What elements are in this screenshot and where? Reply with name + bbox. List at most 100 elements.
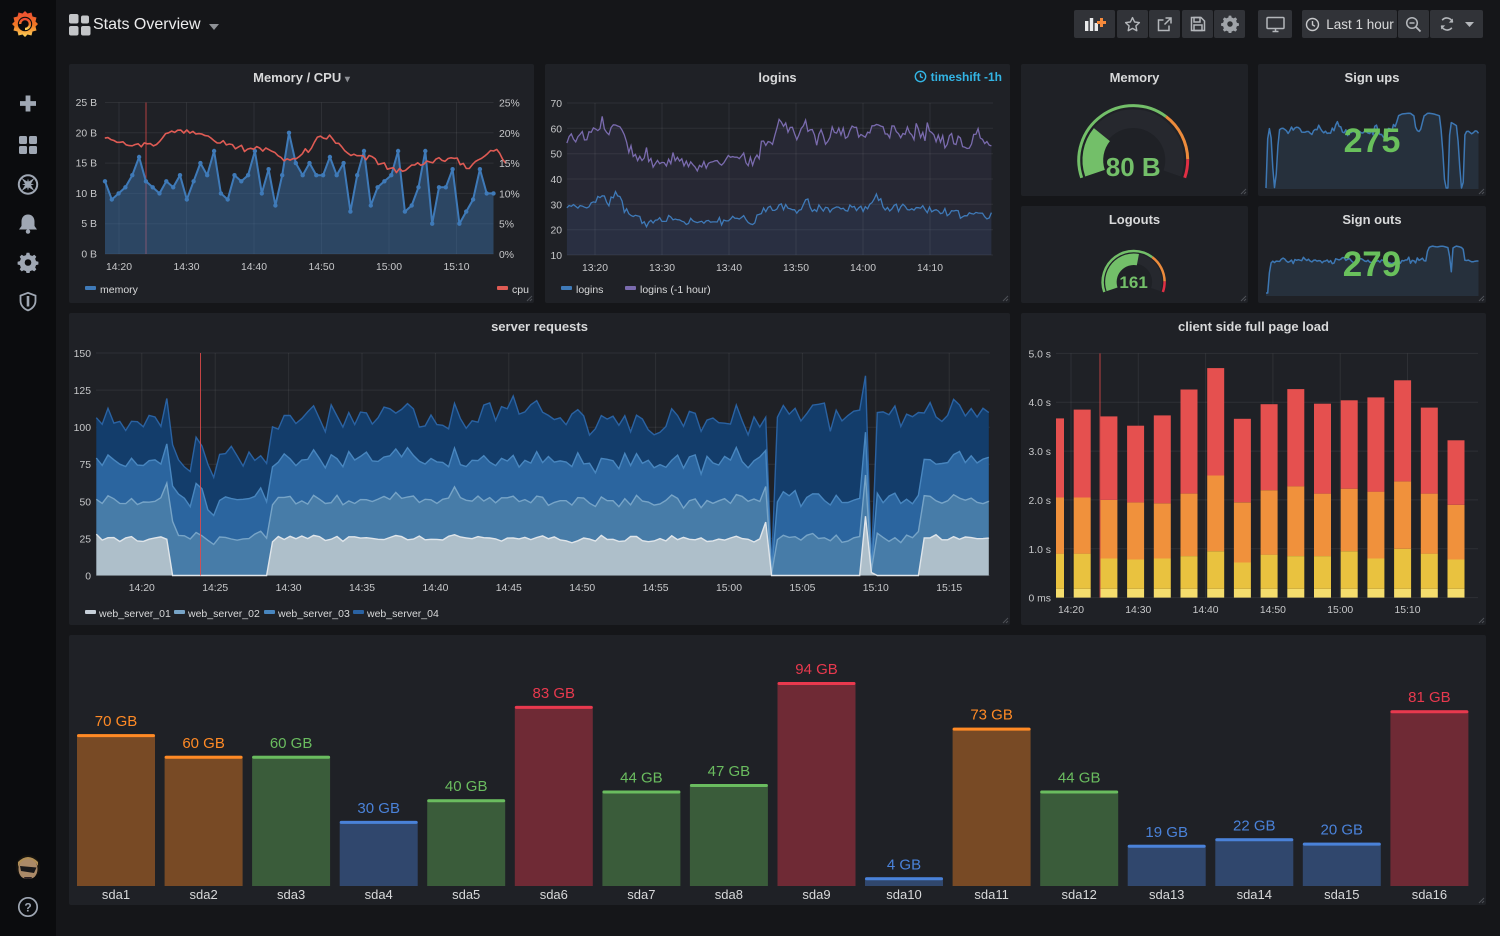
svg-text:sda3: sda3 <box>277 887 305 902</box>
svg-text:13:50: 13:50 <box>783 263 809 274</box>
svg-text:125: 125 <box>74 386 92 397</box>
svg-text:40: 40 <box>550 175 562 186</box>
svg-text:44 GB: 44 GB <box>620 770 663 787</box>
svg-text:sda16: sda16 <box>1412 887 1447 902</box>
svg-text:60 GB: 60 GB <box>270 735 313 752</box>
svg-text:15:15: 15:15 <box>936 583 962 594</box>
svg-text:70: 70 <box>550 99 562 110</box>
svg-text:0 B: 0 B <box>81 250 97 261</box>
svg-text:14:10: 14:10 <box>917 263 943 274</box>
svg-text:web_server_01: web_server_01 <box>98 608 171 620</box>
svg-text:13:20: 13:20 <box>582 263 608 274</box>
svg-text:60: 60 <box>550 124 562 135</box>
svg-text:10 B: 10 B <box>76 189 97 200</box>
svg-text:50: 50 <box>79 497 91 508</box>
svg-text:20: 20 <box>550 226 562 237</box>
svg-text:0%: 0% <box>499 250 514 261</box>
svg-text:73 GB: 73 GB <box>970 707 1013 724</box>
svg-text:sda7: sda7 <box>627 887 655 902</box>
svg-text:14:20: 14:20 <box>129 583 155 594</box>
svg-text:30: 30 <box>550 200 562 211</box>
svg-text:15:10: 15:10 <box>1394 605 1420 616</box>
svg-text:14:35: 14:35 <box>349 583 375 594</box>
svg-text:0: 0 <box>85 572 91 583</box>
svg-text:sda14: sda14 <box>1237 887 1272 902</box>
svg-text:15:05: 15:05 <box>789 583 815 594</box>
svg-text:20 GB: 20 GB <box>1321 822 1364 839</box>
svg-text:25: 25 <box>79 534 91 545</box>
svg-text:sda12: sda12 <box>1061 887 1096 902</box>
svg-text:20%: 20% <box>499 129 520 140</box>
svg-text:2.0 s: 2.0 s <box>1028 496 1051 507</box>
svg-text:?: ? <box>24 901 31 915</box>
svg-text:4.0 s: 4.0 s <box>1028 398 1051 409</box>
svg-text:14:45: 14:45 <box>496 583 522 594</box>
svg-text:40 GB: 40 GB <box>445 778 488 795</box>
svg-text:sda9: sda9 <box>802 887 830 902</box>
svg-text:14:20: 14:20 <box>106 262 132 273</box>
svg-text:14:30: 14:30 <box>1125 605 1151 616</box>
svg-text:14:40: 14:40 <box>1193 605 1219 616</box>
svg-text:14:50: 14:50 <box>1260 605 1286 616</box>
svg-text:sda13: sda13 <box>1149 887 1184 902</box>
svg-text:25 B: 25 B <box>76 98 97 109</box>
svg-text:94 GB: 94 GB <box>795 661 838 678</box>
svg-text:4 GB: 4 GB <box>887 856 921 873</box>
svg-text:15 B: 15 B <box>76 159 97 170</box>
svg-text:50: 50 <box>550 150 562 161</box>
svg-text:44 GB: 44 GB <box>1058 770 1101 787</box>
svg-text:0 ms: 0 ms <box>1028 594 1051 605</box>
svg-text:14:40: 14:40 <box>422 583 448 594</box>
svg-text:sda10: sda10 <box>886 887 921 902</box>
svg-text:memory: memory <box>100 284 139 296</box>
svg-text:83 GB: 83 GB <box>533 685 576 702</box>
svg-text:web_server_03: web_server_03 <box>277 608 350 620</box>
svg-text:22 GB: 22 GB <box>1233 817 1276 834</box>
svg-text:logins: logins <box>576 284 603 296</box>
svg-text:47 GB: 47 GB <box>708 763 751 780</box>
svg-text:10%: 10% <box>499 189 520 200</box>
svg-text:25%: 25% <box>499 99 520 110</box>
svg-text:14:50: 14:50 <box>569 583 595 594</box>
svg-text:5%: 5% <box>499 220 514 231</box>
svg-text:sda8: sda8 <box>715 887 743 902</box>
svg-text:13:30: 13:30 <box>649 263 675 274</box>
svg-text:sda4: sda4 <box>365 887 393 902</box>
svg-text:30 GB: 30 GB <box>357 800 400 817</box>
svg-text:100: 100 <box>74 423 92 434</box>
svg-text:1.0 s: 1.0 s <box>1028 545 1051 556</box>
svg-text:sda11: sda11 <box>974 887 1008 902</box>
svg-text:161: 161 <box>1119 273 1147 292</box>
svg-text:logins (-1 hour): logins (-1 hour) <box>640 284 711 296</box>
svg-text:70 GB: 70 GB <box>95 713 138 730</box>
svg-text:sda6: sda6 <box>540 887 568 902</box>
svg-text:sda2: sda2 <box>189 887 217 902</box>
svg-text:3.0 s: 3.0 s <box>1028 447 1051 458</box>
svg-text:14:30: 14:30 <box>276 583 302 594</box>
svg-text:80 B: 80 B <box>1106 152 1161 182</box>
svg-text:10: 10 <box>550 251 562 262</box>
svg-text:web_server_04: web_server_04 <box>366 608 439 620</box>
svg-text:81 GB: 81 GB <box>1408 689 1451 706</box>
svg-text:14:00: 14:00 <box>850 263 876 274</box>
svg-text:19 GB: 19 GB <box>1145 824 1188 841</box>
svg-text:15%: 15% <box>499 159 520 170</box>
svg-text:5.0 s: 5.0 s <box>1028 349 1051 360</box>
svg-text:14:30: 14:30 <box>173 262 199 273</box>
svg-text:sda15: sda15 <box>1324 887 1359 902</box>
svg-text:web_server_02: web_server_02 <box>187 608 260 620</box>
svg-text:14:55: 14:55 <box>643 583 669 594</box>
svg-text:150: 150 <box>74 349 92 360</box>
svg-text:14:20: 14:20 <box>1058 605 1084 616</box>
svg-text:15:00: 15:00 <box>716 583 742 594</box>
svg-text:13:40: 13:40 <box>716 263 742 274</box>
svg-text:15:00: 15:00 <box>376 262 402 273</box>
svg-text:75: 75 <box>79 460 91 471</box>
svg-text:sda1: sda1 <box>102 887 130 902</box>
svg-text:14:25: 14:25 <box>202 583 228 594</box>
svg-text:60 GB: 60 GB <box>182 735 225 752</box>
svg-text:cpu: cpu <box>512 284 529 296</box>
svg-text:15:00: 15:00 <box>1327 605 1353 616</box>
svg-text:14:40: 14:40 <box>241 262 267 273</box>
svg-text:15:10: 15:10 <box>863 583 889 594</box>
